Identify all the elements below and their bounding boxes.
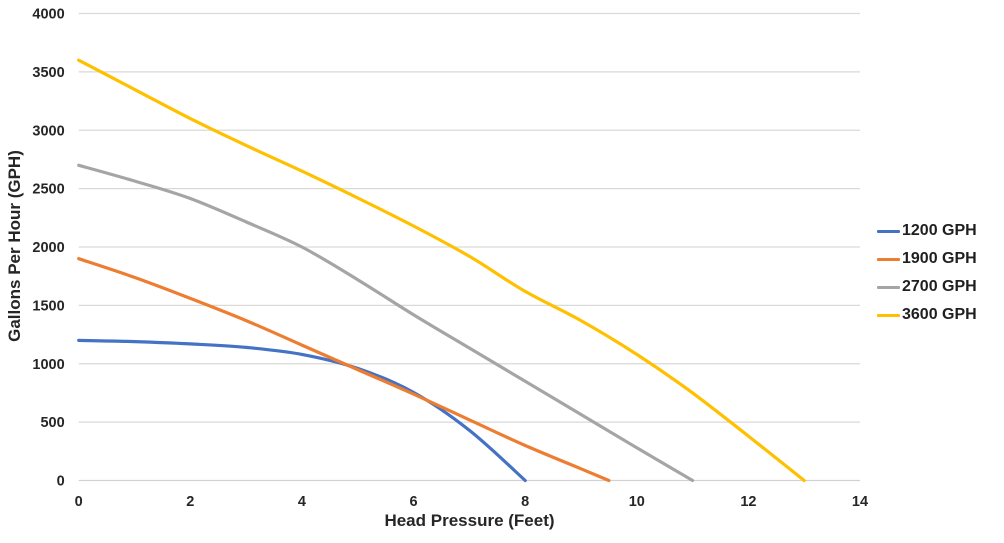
legend-item-3600-gph: 3600 GPH [877,301,977,329]
y-tick-label: 2000 [32,240,64,256]
x-tick-label: 8 [521,494,529,510]
y-tick-label: 1500 [32,298,64,314]
x-tick-label: 6 [410,494,418,510]
x-tick-label: 12 [740,494,756,510]
x-axis-title: Head Pressure (Feet) [384,511,555,530]
series-line-1200-gph [77,338,527,483]
legend-line-swatch-icon [877,229,900,233]
legend-label: 2700 GPH [902,278,977,295]
legend-line-swatch-icon [877,285,900,289]
legend-item-2700-gph: 2700 GPH [877,273,977,301]
legend-line-swatch-icon [877,313,900,317]
y-tick-label: 500 [40,415,64,431]
series-line-2700-gph [77,163,695,483]
x-tick-label: 0 [75,494,83,510]
series-line-3600-gph [77,58,806,483]
y-tick-label: 0 [57,474,65,490]
legend-label: 1900 GPH [902,250,977,267]
legend-item-1200-gph: 1200 GPH [877,217,977,245]
x-tick-label: 2 [186,494,194,510]
legend: 1200 GPH 1900 GPH 2700 GPH 3600 GPH [877,217,977,329]
y-axis-title: Gallons Per Hour (GPH) [5,150,24,342]
y-tick-label: 3500 [32,65,64,81]
y-tick-label: 1000 [32,357,64,373]
legend-item-1900-gph: 1900 GPH [877,245,977,273]
y-tick-label: 2500 [32,182,64,198]
y-tick-label: 3000 [32,123,64,139]
x-tick-label: 10 [629,494,645,510]
series-line-1900-gph [77,257,611,483]
y-tick-label: 4000 [32,7,64,23]
legend-line-swatch-icon [877,257,900,261]
legend-label: 1200 GPH [902,222,977,239]
legend-label: 3600 GPH [902,306,977,323]
x-tick-label: 4 [298,494,306,510]
x-tick-label: 14 [852,494,868,510]
